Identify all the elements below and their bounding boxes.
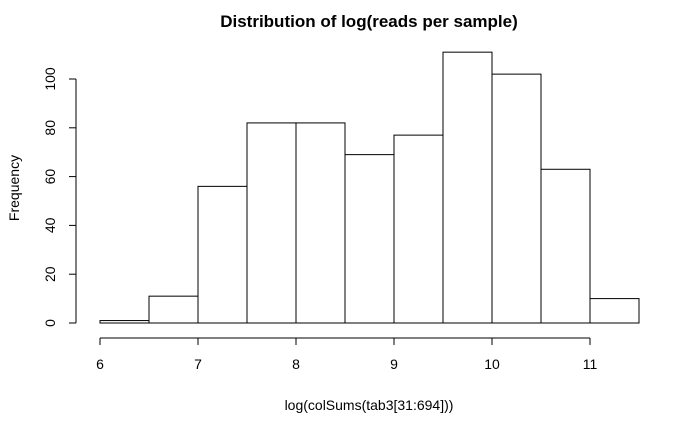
y-axis: 0 20 40 60 80 100 (42, 67, 77, 327)
y-axis-label: Frequency (6, 155, 22, 221)
y-tick-label: 0 (42, 319, 58, 327)
histogram-bar-1 (148, 295, 199, 324)
y-tick-label: 80 (42, 120, 58, 136)
chart-title: Distribution of log(reads per sample) (220, 12, 518, 31)
x-tick-label: 10 (484, 356, 500, 372)
histogram-bar-5 (344, 154, 395, 324)
x-axis: 6 7 8 9 10 11 (96, 337, 598, 372)
histogram-bar-9 (540, 168, 591, 324)
histogram-bar-6 (393, 134, 444, 324)
histogram-bar-0 (99, 320, 150, 324)
histogram-bar-7 (442, 51, 493, 324)
bars-group (99, 51, 640, 324)
histogram-bar-2 (197, 185, 248, 324)
x-tick-label: 11 (583, 356, 598, 372)
histogram-bar-8 (491, 73, 542, 324)
y-tick-label: 20 (42, 266, 58, 282)
x-tick-label: 9 (390, 356, 398, 372)
x-axis-label: log(colSums(tab3[31:694])) (285, 397, 454, 413)
histogram-bar-3 (246, 122, 297, 324)
histogram-bar-4 (295, 122, 346, 324)
x-tick-label: 8 (292, 356, 300, 372)
x-tick-label: 7 (194, 356, 202, 372)
x-tick-label: 6 (96, 356, 104, 372)
histogram-bar-10 (589, 298, 640, 324)
y-tick-label: 40 (42, 217, 58, 233)
y-tick-label: 60 (42, 169, 58, 185)
y-tick-label: 100 (42, 67, 58, 91)
